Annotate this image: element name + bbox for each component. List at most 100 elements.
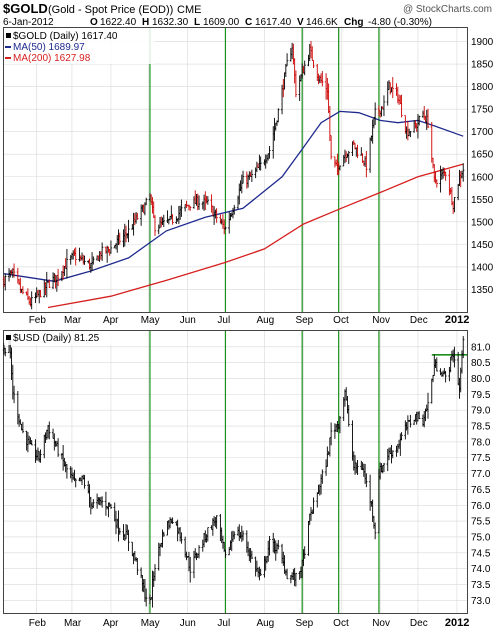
usd-ohlc-bar xyxy=(215,515,218,529)
usd-ohlc-bar xyxy=(21,421,25,434)
gold-y-axis: 1900 1850 1800 1750 1700 1650 1600 1550 1500 1450… xyxy=(471,37,494,296)
y-tick-label: 76.5 xyxy=(471,485,491,496)
gold-ohlc-bar xyxy=(48,279,51,289)
gold-ohlc-bar xyxy=(233,204,236,215)
x-tick-label: Sep xyxy=(295,315,313,326)
ohlc-change-value: -4.80 (-0.30%) xyxy=(368,17,432,28)
usd-ohlc-bar xyxy=(444,370,447,383)
y-tick-label: 1500 xyxy=(471,217,494,228)
x-tick-label: 2012 xyxy=(445,314,469,326)
usd-ohlc-bar xyxy=(136,557,139,576)
usd-ohlc-bar xyxy=(338,416,342,434)
x-tick-label: Mar xyxy=(64,315,82,326)
x-tick-label: Aug xyxy=(256,315,274,326)
usd-ohlc-bar xyxy=(180,532,183,544)
usd-ohlc-bar xyxy=(127,529,130,552)
header-exchange: CME xyxy=(177,4,201,16)
usd-ohlc-bar xyxy=(365,473,368,488)
usd-ohlc-bar xyxy=(153,564,157,581)
y-tick-label: 80.5 xyxy=(471,358,491,369)
y-tick-label: 74.5 xyxy=(471,548,491,559)
gold-ohlc-bar xyxy=(312,60,315,69)
gold-panel-frame xyxy=(3,27,468,313)
ohlc-high-value: 1632.30 xyxy=(152,17,189,28)
usd-ohlc-bar xyxy=(303,546,306,559)
gold-ohlc-bar xyxy=(329,135,333,160)
y-tick-label: 78.0 xyxy=(471,437,491,448)
ohlc-close-label: C xyxy=(245,17,252,28)
usd-ohlc-bar xyxy=(268,535,271,556)
usd-ohlc-bar xyxy=(39,449,42,463)
ohlc-change-label: Chg xyxy=(344,17,363,28)
y-tick-label: 73.0 xyxy=(471,596,491,607)
gold-ohlc-bar xyxy=(277,108,280,123)
ohlc-low-value: 1609.00 xyxy=(203,17,240,28)
ohlc-high-label: H xyxy=(142,17,149,28)
usd-ohlc-bar xyxy=(162,531,165,537)
gold-ohlc-bar xyxy=(417,115,421,126)
usd-ohlc-bar xyxy=(197,545,201,559)
y-tick-label: 79.5 xyxy=(471,390,491,401)
x-tick-label: Apr xyxy=(103,618,119,629)
y-tick-label: 81.0 xyxy=(471,342,491,353)
gold-legend-price: $GOLD (Daily) 1617.40 xyxy=(13,31,118,42)
gold-ohlc-bar xyxy=(74,247,77,266)
gold-ohlc-bar xyxy=(338,165,342,171)
header-date: 6-Jan-2012 xyxy=(3,17,54,28)
y-tick-label: 80.0 xyxy=(471,374,491,385)
x-tick-label: Mar xyxy=(64,618,82,629)
gold-legend-box xyxy=(4,28,154,64)
x-tick-label: Apr xyxy=(103,315,119,326)
x-tick-label: Dec xyxy=(410,618,428,629)
gold-ohlc-bar xyxy=(83,255,86,265)
y-tick-label: 1650 xyxy=(471,150,494,161)
gold-ohlc-bar xyxy=(92,256,95,265)
usd-ohlc-bar xyxy=(312,497,315,514)
x-tick-label: Jun xyxy=(180,618,196,629)
usd-ohlc-bar xyxy=(48,421,51,440)
header-symbol: $GOLD xyxy=(3,1,48,16)
gold-ohlc-bar xyxy=(391,77,394,99)
usd-panel-frame xyxy=(3,330,468,614)
gold-ohlc-bar xyxy=(180,199,183,217)
gold-ohlc-bar xyxy=(127,219,130,243)
gold-ohlc-bar xyxy=(321,71,324,87)
y-tick-label: 1900 xyxy=(471,37,494,48)
ohlc-volume-value: 146.6K xyxy=(306,17,338,28)
gold-ohlc-bar xyxy=(189,205,192,211)
usd-grid xyxy=(4,331,467,613)
usd-ohlc-bar xyxy=(189,556,192,583)
y-tick-label: 75.5 xyxy=(471,517,491,528)
gold-ohlc-bar xyxy=(4,273,7,291)
gold-ohlc-bar xyxy=(400,94,403,118)
gold-ohlc-bar xyxy=(462,163,465,182)
gold-legend-swatch xyxy=(6,33,11,38)
gold-ohlc-bar xyxy=(268,145,271,159)
usd-ohlc-bar xyxy=(426,392,430,419)
ma50-series-line xyxy=(3,110,464,282)
usd-ohlc-bar xyxy=(277,539,280,550)
gold-ohlc-bar xyxy=(285,53,289,67)
usd-ohlc-bar xyxy=(241,530,245,541)
x-tick-label: Oct xyxy=(333,315,349,326)
y-tick-label: 1750 xyxy=(471,105,494,116)
usd-ohlc-bar xyxy=(400,432,403,441)
x-tick-label: Jul xyxy=(217,618,230,629)
usd-ohlc-bar xyxy=(250,550,254,560)
gold-ohlc-bar xyxy=(100,242,104,261)
usd-ohlc-bar xyxy=(92,499,95,509)
gold-ohlc-bar xyxy=(303,60,306,76)
usd-ohlc-bar xyxy=(259,568,262,576)
gold-ohlc-bar xyxy=(382,95,386,117)
gold-ohlc-bar xyxy=(250,169,254,182)
usd-ohlc-bar xyxy=(417,411,421,420)
usd-ohlc-bar xyxy=(65,464,69,479)
gold-ma50-line xyxy=(3,110,464,282)
header-ohlc: O 1622.40 H 1632.30 L 1609.00 C 1617.40 … xyxy=(90,17,432,28)
gold-ohlc-bar xyxy=(39,289,42,298)
y-tick-label: 1600 xyxy=(471,172,494,183)
usd-ohlc-bar xyxy=(224,549,227,558)
y-tick-label: 77.5 xyxy=(471,453,491,464)
usd-ohlc-bar xyxy=(382,462,386,473)
